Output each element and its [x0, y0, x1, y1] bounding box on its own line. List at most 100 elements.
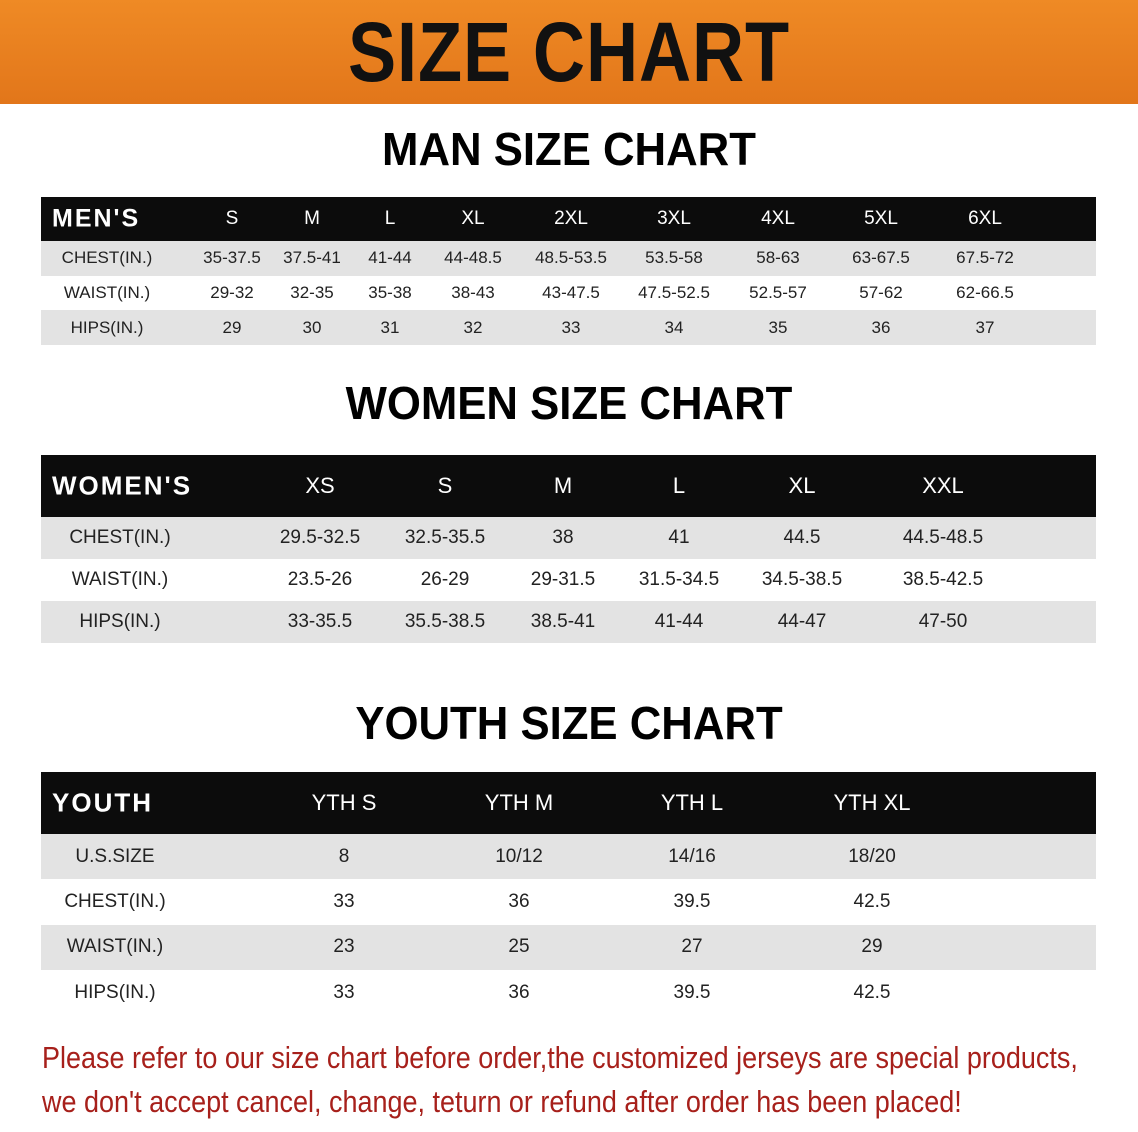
size-header-s: S — [437, 473, 453, 498]
table-cell: 30 — [302, 317, 322, 337]
size-header-m: M — [553, 473, 573, 498]
table-cell: 29-31.5 — [530, 569, 596, 590]
size-header-yth-m: YTH M — [484, 790, 554, 815]
size-header-yth-s: YTH S — [311, 790, 377, 815]
table-cell: 27 — [681, 936, 703, 958]
table-cell: 41-44 — [654, 611, 704, 632]
row-label: HIPS(IN.) — [70, 317, 144, 337]
size-header-2xl: 2XL — [554, 208, 588, 229]
table-cell: 29.5-32.5 — [279, 527, 361, 548]
table-cell: 8 — [338, 845, 350, 867]
men-header-label: MEN'S — [52, 204, 141, 233]
table-cell: 33-35.5 — [287, 611, 353, 632]
table-cell: 33 — [333, 981, 355, 1003]
table-cell: 10/12 — [495, 845, 543, 867]
size-header-m: M — [304, 208, 320, 229]
men-section-title: MAN SIZE CHART — [382, 123, 756, 175]
table-cell: 31.5-34.5 — [638, 569, 720, 590]
table-cell: 38 — [552, 527, 574, 548]
size-header-3xl: 3XL — [657, 208, 691, 229]
table-cell: 44.5 — [783, 527, 821, 548]
table-row: CHEST(IN.) 29.5-32.5 32.5-35.5 38 41 44.5 44.5… — [41, 517, 1096, 559]
size-header-4xl: 4XL — [761, 208, 795, 229]
table-row: CHEST(IN.) 35-37.5 37.5-41 41-44 44-48.5 48.5… — [41, 241, 1096, 276]
row-label: HIPS(IN.) — [79, 611, 161, 632]
table-cell: 48.5-53.5 — [535, 248, 607, 268]
table-cell: 44-48.5 — [444, 248, 502, 268]
table-cell: 44.5-48.5 — [902, 527, 984, 548]
youth-header-row: YOUTH YTH S YTH M YTH L YTH XL — [41, 772, 1096, 834]
table-cell: 14/16 — [668, 845, 716, 867]
women-section-title: WOMEN SIZE CHART — [345, 377, 793, 429]
table-cell: 35.5-38.5 — [404, 611, 486, 632]
table-cell: 37.5-41 — [283, 248, 341, 268]
youth-header-label: YOUTH — [52, 787, 153, 818]
table-cell: 18/20 — [848, 845, 896, 867]
table-cell: 29 — [861, 936, 883, 958]
table-cell: 41-44 — [368, 248, 412, 268]
size-chart-banner: SIZE CHART — [0, 0, 1138, 104]
table-cell: 43-47.5 — [542, 283, 600, 303]
size-header-yth-xl: YTH XL — [833, 790, 911, 815]
table-cell: 44-47 — [777, 611, 827, 632]
table-cell: 47.5-52.5 — [638, 283, 710, 303]
table-cell: 53.5-58 — [645, 248, 703, 268]
table-row: HIPS(IN.) 29 30 31 32 33 34 35 36 37 — [41, 310, 1096, 346]
row-label: CHEST(IN.) — [69, 527, 171, 548]
table-cell: 36 — [871, 317, 891, 337]
size-header-5xl: 5XL — [864, 208, 898, 229]
table-cell: 62-66.5 — [956, 283, 1014, 303]
size-header-xxl: XXL — [922, 473, 964, 498]
row-label: CHEST(IN.) — [64, 890, 166, 912]
table-cell: 32.5-35.5 — [404, 527, 486, 548]
banner-title: SIZE CHART — [347, 5, 791, 99]
men-header-row: MEN'S S M L XL 2XL 3XL 4XL 5XL 6XL — [41, 197, 1096, 241]
size-header-6xl: 6XL — [968, 208, 1002, 229]
table-cell: 26-29 — [420, 569, 470, 590]
size-header-l: L — [384, 208, 396, 229]
notice-line-2: we don't accept cancel, change, teturn o… — [42, 1084, 962, 1119]
table-cell: 29 — [222, 317, 242, 337]
table-cell: 32 — [463, 317, 483, 337]
row-label: U.S.SIZE — [75, 845, 155, 867]
table-row: WAIST(IN.) 23 25 27 29 — [41, 924, 1096, 970]
table-cell: 31 — [380, 317, 400, 337]
table-cell: 36 — [508, 981, 530, 1003]
row-label: CHEST(IN.) — [61, 248, 153, 268]
table-cell: 57-62 — [859, 283, 903, 303]
table-cell: 35-38 — [368, 283, 412, 303]
table-cell: 42.5 — [853, 981, 891, 1003]
table-cell: 36 — [508, 890, 530, 912]
table-cell: 23 — [333, 936, 355, 958]
table-row: HIPS(IN.) 33 36 39.5 42.5 — [41, 970, 1096, 1015]
table-cell: 67.5-72 — [956, 248, 1014, 268]
table-cell: 38-43 — [451, 283, 495, 303]
table-cell: 25 — [508, 936, 530, 958]
table-cell: 35-37.5 — [203, 248, 261, 268]
table-cell: 33 — [561, 317, 581, 337]
row-label: WAIST(IN.) — [63, 283, 151, 303]
size-header-xl: XL — [461, 208, 485, 229]
table-cell: 39.5 — [673, 890, 711, 912]
table-cell: 47-50 — [918, 611, 968, 632]
table-cell: 29-32 — [210, 283, 254, 303]
table-cell: 37 — [975, 317, 995, 337]
table-cell: 58-63 — [756, 248, 800, 268]
table-row: WAIST(IN.) 23.5-26 26-29 29-31.5 31.5-34.5 34… — [41, 559, 1096, 601]
table-row: U.S.SIZE 8 10/12 14/16 18/20 — [41, 834, 1096, 880]
table-cell: 39.5 — [673, 981, 711, 1003]
table-cell: 52.5-57 — [749, 283, 807, 303]
women-header-label: WOMEN'S — [52, 470, 193, 501]
table-row: HIPS(IN.) 33-35.5 35.5-38.5 38.5-41 41-44 44-… — [41, 601, 1096, 643]
table-cell: 33 — [333, 890, 355, 912]
table-cell: 38.5-41 — [530, 611, 596, 632]
size-header-xl: XL — [788, 473, 816, 498]
size-header-yth-l: YTH L — [660, 790, 724, 815]
size-header-l: L — [672, 473, 686, 498]
row-label: WAIST(IN.) — [71, 569, 169, 590]
table-cell: 23.5-26 — [287, 569, 353, 590]
table-cell: 34 — [664, 317, 684, 337]
table-cell: 35 — [768, 317, 788, 337]
table-cell: 34.5-38.5 — [761, 569, 843, 590]
notice-line-1: Please refer to our size chart before or… — [42, 1040, 1078, 1075]
